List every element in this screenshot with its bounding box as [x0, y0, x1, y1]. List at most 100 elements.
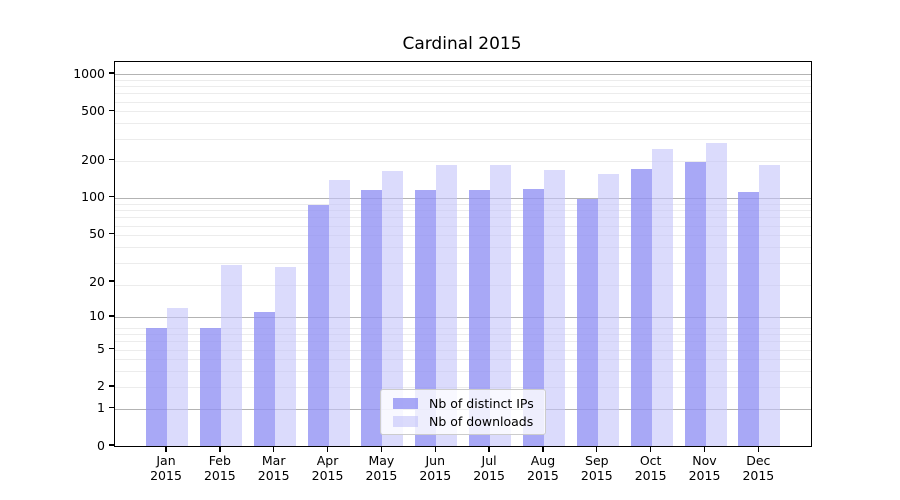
gridline-minor — [115, 359, 811, 361]
y-tick-mark — [109, 444, 114, 446]
gridline-minor — [115, 334, 811, 336]
y-tick-mark — [109, 195, 114, 198]
y-tick-mark — [109, 406, 114, 409]
y-tick-label: 20 — [89, 273, 105, 289]
bar-distinct-ips-jun — [415, 189, 437, 446]
bar-distinct-ips-jan — [146, 327, 167, 446]
y-tick-label: 50 — [89, 225, 105, 241]
y-tick-mark — [109, 109, 114, 111]
gridline-minor — [115, 101, 811, 103]
gridline-minor — [115, 160, 811, 162]
x-tick-mark — [596, 446, 598, 452]
x-tick-mark — [380, 446, 383, 452]
x-tick-label-mar: Mar 2015 — [257, 453, 290, 483]
bar-distinct-ips-jul — [469, 189, 491, 446]
x-tick-label-oct: Oct 2015 — [634, 453, 667, 483]
legend: Nb of distinct IPs Nb of downloads — [380, 389, 546, 435]
y-tick-mark — [109, 158, 114, 161]
bar-distinct-ips-apr — [307, 204, 329, 446]
legend-label-distinct-ips: Nb of distinct IPs — [429, 395, 534, 411]
legend-swatch-distinct-ips — [393, 397, 418, 409]
y-tick-label: 500 — [81, 102, 105, 118]
x-tick-mark — [757, 446, 760, 452]
y-tick-label: 0 — [97, 437, 105, 453]
bar-distinct-ips-nov — [684, 161, 706, 446]
bar-downloads-feb — [220, 264, 242, 446]
gridline-major — [115, 316, 811, 318]
gridline-minor — [115, 86, 811, 88]
gridline-minor — [115, 210, 811, 212]
gridline-minor — [115, 262, 811, 264]
y-tick-label: 200 — [81, 151, 105, 167]
bar-downloads-may — [382, 171, 404, 446]
bar-distinct-ips-oct — [630, 169, 652, 446]
y-tick-mark — [109, 280, 114, 282]
y-tick-label: 1000 — [73, 65, 105, 81]
y-tick-mark — [109, 347, 114, 350]
x-tick-mark — [488, 446, 490, 452]
bar-downloads-aug — [543, 170, 565, 446]
bar-distinct-ips-feb — [199, 327, 221, 446]
bar-distinct-ips-dec — [738, 191, 760, 446]
x-tick-label-jan: Jan 2015 — [150, 453, 182, 483]
bar-downloads-apr — [328, 180, 350, 446]
gridline-minor — [115, 327, 811, 329]
y-tick-mark — [109, 315, 114, 317]
gridline-minor — [115, 123, 811, 125]
gridline-minor — [115, 225, 811, 227]
chart-title: Cardinal 2015 — [402, 34, 522, 54]
legend-label-downloads: Nb of downloads — [429, 413, 534, 429]
gridline-minor — [115, 138, 811, 140]
gridline-minor — [115, 371, 811, 373]
x-tick-label-aug: Aug 2015 — [527, 453, 559, 483]
bar-downloads-nov — [705, 142, 727, 446]
bar-distinct-ips-mar — [253, 312, 275, 446]
x-tick-mark — [273, 446, 275, 452]
bar-downloads-jan — [167, 307, 188, 446]
gridline-minor — [115, 349, 811, 351]
bar-downloads-dec — [759, 165, 781, 446]
gridline-major — [115, 197, 811, 199]
x-tick-mark — [542, 446, 544, 452]
gridline-minor — [115, 203, 811, 205]
gridline-minor — [115, 341, 811, 343]
x-tick-label-dec: Dec 2015 — [742, 453, 775, 483]
bar-downloads-jul — [490, 164, 512, 446]
gridline-minor — [115, 111, 811, 113]
x-tick-mark — [434, 446, 436, 452]
bar-downloads-sep — [597, 174, 619, 446]
y-tick-label: 1 — [97, 400, 105, 416]
bar-distinct-ips-aug — [522, 188, 544, 446]
y-tick-label: 5 — [97, 341, 105, 357]
x-tick-mark — [649, 446, 652, 452]
gridline-minor — [115, 93, 811, 95]
legend-swatch-downloads — [393, 415, 418, 427]
x-tick-label-nov: Nov 2015 — [688, 453, 721, 483]
gridline-minor — [115, 386, 811, 388]
y-tick-mark — [109, 72, 114, 74]
y-tick-mark — [109, 232, 114, 234]
y-tick-mark — [109, 385, 114, 387]
x-tick-mark — [703, 446, 706, 452]
bar-distinct-ips-may — [361, 189, 383, 446]
x-tick-label-sep: Sep 2015 — [580, 453, 613, 483]
y-tick-label: 2 — [97, 378, 105, 394]
bar-downloads-oct — [651, 149, 673, 446]
bar-downloads-jun — [436, 164, 458, 446]
y-tick-label: 10 — [89, 308, 105, 324]
legend-item-distinct-ips: Nb of distinct IPs — [393, 396, 537, 411]
bar-distinct-ips-sep — [576, 198, 598, 446]
gridline-minor — [115, 235, 811, 237]
gridline-minor — [115, 217, 811, 219]
x-tick-mark — [326, 446, 329, 452]
gridline-minor — [115, 284, 811, 286]
gridline-major — [115, 74, 811, 75]
x-tick-label-jun: Jun 2015 — [419, 453, 452, 483]
x-tick-label-may: May 2015 — [365, 453, 398, 483]
x-tick-label-feb: Feb 2015 — [203, 453, 236, 483]
bar-downloads-mar — [274, 266, 296, 446]
x-tick-mark — [165, 446, 167, 452]
y-tick-label: 100 — [81, 189, 105, 204]
gridline-minor — [115, 79, 811, 81]
